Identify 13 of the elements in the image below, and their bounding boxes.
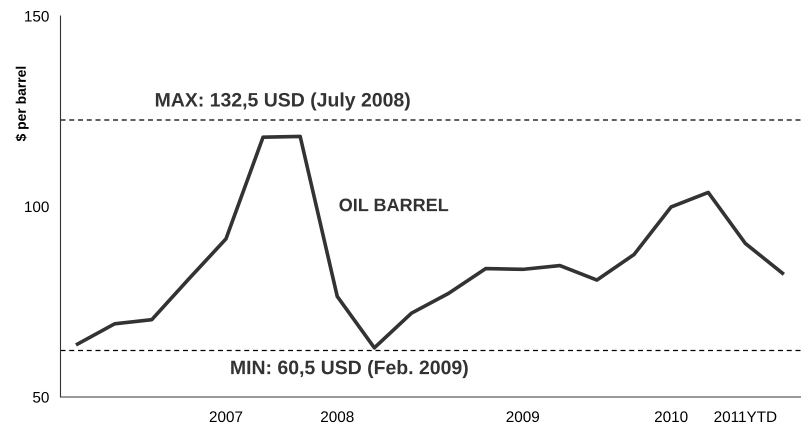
x-tick-label: 2011YTD <box>714 411 776 422</box>
x-tick-label: 2007 <box>210 411 242 422</box>
y-tick-label: 50 <box>33 392 49 403</box>
x-tick-label: 2008 <box>321 411 354 422</box>
y-axis-title: $ per barrel <box>15 66 29 142</box>
line-series <box>76 134 784 350</box>
annotation: MIN: 60,5 USD (Feb. 2009) <box>231 360 468 378</box>
annotation: MAX: 132,5 USD (July 2008) <box>156 92 410 110</box>
x-tick-label: 2009 <box>506 411 540 422</box>
text: OIL BARREL <box>339 198 448 212</box>
y-tick-label: 100 <box>25 201 49 212</box>
x-tick-label: 2010 <box>654 411 688 422</box>
y-tick-label: 150 <box>25 10 49 22</box>
